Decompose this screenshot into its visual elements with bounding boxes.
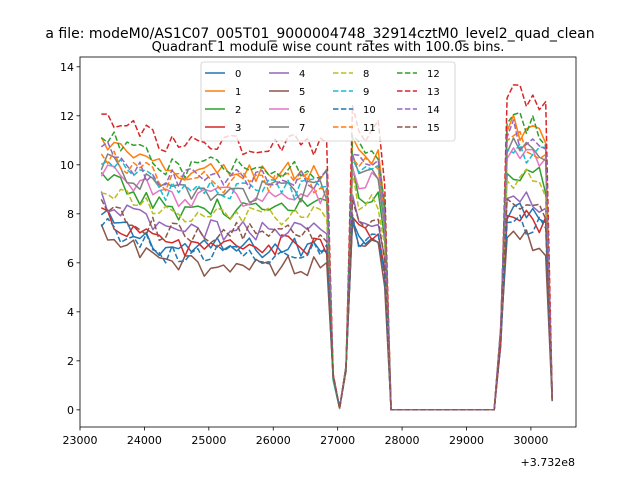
legend-label-6: 6 <box>299 105 305 116</box>
legend-label-12: 12 <box>427 69 440 80</box>
legend-label-14: 14 <box>427 105 440 116</box>
y-tick-label: 10 <box>60 159 74 172</box>
x-offset-label: +3.732e8 <box>521 456 575 469</box>
chart-title: Quadrant 1 module wise count rates with … <box>152 40 505 55</box>
legend-label-7: 7 <box>299 123 305 134</box>
legend-label-15: 15 <box>427 123 440 134</box>
y-tick-label: 0 <box>67 404 74 417</box>
legend-label-9: 9 <box>363 87 369 98</box>
legend-label-5: 5 <box>299 87 305 98</box>
y-tick-label: 14 <box>60 61 74 74</box>
x-tick-label: 26000 <box>256 434 291 447</box>
y-tick-label: 2 <box>67 355 74 368</box>
y-tick-label: 8 <box>67 208 74 221</box>
legend-box <box>200 61 456 142</box>
plot-area <box>100 84 553 411</box>
legend-label-2: 2 <box>235 105 241 116</box>
x-tick-label: 25000 <box>191 434 226 447</box>
legend-label-4: 4 <box>299 69 305 80</box>
legend-label-3: 3 <box>235 123 241 134</box>
legend-label-1: 1 <box>235 87 241 98</box>
y-tick-label: 12 <box>60 110 74 123</box>
series-line-15 <box>100 198 553 411</box>
axes: 23000 24000 25000 26000 27000 28000 29000 30000… <box>60 56 577 447</box>
x-tick-label: 23000 <box>63 434 98 447</box>
legend-label-8: 8 <box>363 69 369 80</box>
axes-frame <box>79 56 577 428</box>
legend-label-13: 13 <box>427 87 440 98</box>
y-tick-label: 4 <box>67 306 74 319</box>
x-tick-label: 30000 <box>513 434 548 447</box>
x-tick-label: 24000 <box>127 434 162 447</box>
x-tick-label: 27000 <box>320 434 355 447</box>
legend-label-10: 10 <box>363 105 376 116</box>
x-tick-label: 28000 <box>385 434 420 447</box>
legend-label-0: 0 <box>235 69 241 80</box>
figure-suptitle: a file: modeM0/AS1C07_005T01_9000004748_… <box>45 26 594 42</box>
legend-label-11: 11 <box>363 123 376 134</box>
y-tick-label: 6 <box>67 257 74 270</box>
x-tick-label: 29000 <box>449 434 484 447</box>
